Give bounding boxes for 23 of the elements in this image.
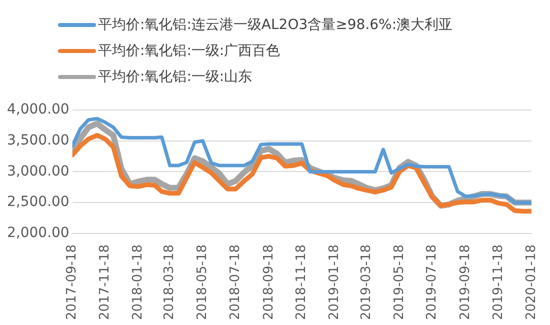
y-tick-label: 2,500.00 bbox=[7, 194, 70, 210]
x-tick-label: 2018-05-18 bbox=[195, 244, 210, 320]
x-tick-label: 2019-11-18 bbox=[490, 244, 506, 320]
x-tick-label: 2019-01-18 bbox=[327, 244, 342, 320]
y-tick-label: 3,500.00 bbox=[7, 132, 70, 149]
x-tick-label: 2018-07-18 bbox=[228, 244, 243, 320]
x-tick-label: 2017-09-18 bbox=[64, 244, 80, 320]
y-tick-label: 2,000.00 bbox=[7, 225, 70, 242]
x-tick-label: 2019-05-18 bbox=[392, 244, 407, 320]
x-tick-label: 2017-11-18 bbox=[98, 244, 113, 320]
x-tick-label: 2020-01-18 bbox=[524, 244, 539, 320]
legend-label: 平均价:氧化铝:连云港一级AL2O3含量≥98.6%:澳大利亚 bbox=[98, 16, 453, 34]
x-tick-label: 2019-03-18 bbox=[358, 244, 374, 320]
x-tick-label: 2019-07-18 bbox=[424, 244, 440, 320]
y-tick-label: 4,000.00 bbox=[7, 102, 70, 118]
y-tick-label: 3,000.00 bbox=[7, 163, 70, 180]
x-tick-label: 2018-03-18 bbox=[162, 244, 178, 320]
x-tick-label: 2018-11-18 bbox=[294, 244, 310, 320]
legend-label: 平均价:氧化铝:一级:山东 bbox=[98, 68, 252, 86]
x-tick-label: 2019-09-18 bbox=[458, 244, 474, 320]
legend-label: 平均价:氧化铝:一级:广西百色 bbox=[98, 42, 280, 60]
x-tick-label: 2018-01-18 bbox=[130, 244, 146, 320]
x-tick-label: 2018-09-18 bbox=[261, 244, 276, 320]
